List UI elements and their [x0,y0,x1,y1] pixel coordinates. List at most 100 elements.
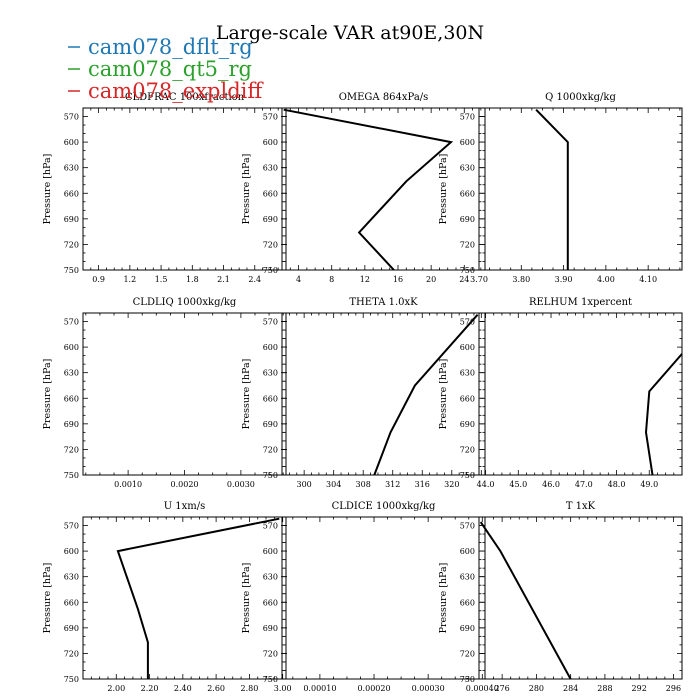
plot-frame [82,516,287,680]
y-tick-label: 750 [263,471,278,480]
y-tick-label: 630 [263,369,278,378]
profile-line [479,521,572,680]
y-tick-label: 690 [263,624,278,633]
y-axis-label: Pressure [hPa] [438,563,449,634]
panel-title: CLDFRAC 100xfraction [125,92,245,103]
panel-9: T 1xK 570 600 630 660 690 720 750 276 280 284 288 29… [438,501,683,693]
y-axis-label: Pressure [hPa] [241,154,252,225]
panel-7: U 1xm/s 570 600 630 660 690 720 750 2.00 2.20 2.40… [42,501,292,693]
y-tick-label: 630 [64,573,79,582]
panel-title: CLDLIQ 1000xkg/kg [133,297,237,308]
x-tick-label: 292 [632,684,647,693]
x-tick-label: 2.40 [174,684,192,693]
y-axis-label: Pressure [hPa] [438,359,449,430]
y-tick-label: 720 [263,445,278,454]
y-tick-label: 630 [263,164,278,173]
y-tick-label: 720 [263,240,278,249]
plot-frame [82,312,287,476]
x-tick-label: 45.0 [509,480,527,489]
y-tick-label: 660 [460,189,475,198]
x-tick-label: 288 [597,684,612,693]
y-tick-label: 630 [460,369,475,378]
x-tick-label: 3.80 [512,275,530,284]
x-tick-label: 24 [459,275,469,284]
y-axis-label: Pressure [hPa] [241,359,252,430]
y-tick-label: 750 [64,266,79,275]
y-tick-label: 720 [64,240,79,249]
profile-line [644,353,683,476]
y-tick-label: 750 [64,675,79,684]
y-axis-label: Pressure [hPa] [42,563,53,634]
y-tick-label: 720 [263,649,278,658]
y-tick-label: 720 [460,240,475,249]
panel-2: OMEGA 864xPa/s 570 600 630 660 690 720 750 4 8 12 1… [241,92,486,284]
y-tick-label: 690 [64,420,79,429]
plot-frame [82,107,287,271]
y-tick-label: 570 [263,113,278,122]
x-tick-label: 44.0 [477,480,495,489]
y-tick-label: 570 [460,113,475,122]
profile-line [283,108,454,271]
x-tick-label: 20 [426,275,436,284]
x-tick-label: 296 [666,684,681,693]
x-tick-label: 2.20 [141,684,159,693]
y-tick-label: 690 [460,215,475,224]
y-tick-label: 600 [460,343,475,352]
x-tick-label: 2.00 [107,684,125,693]
x-tick-label: 8 [329,275,334,284]
plot-frame [281,312,486,476]
x-tick-label: 46.0 [542,480,560,489]
x-tick-label: 12 [360,275,370,284]
x-tick-label: 3.00 [274,684,292,693]
x-tick-label: 280 [529,684,544,693]
y-tick-label: 600 [64,547,79,556]
x-tick-label: 49.0 [640,480,658,489]
y-tick-label: 690 [263,420,278,429]
y-tick-label: 690 [263,215,278,224]
profile-line [535,109,569,270]
x-tick-label: 4.10 [639,275,657,284]
y-tick-label: 660 [64,598,79,607]
y-tick-label: 570 [263,318,278,327]
x-tick-label: 0.00030 [412,684,445,693]
y-tick-label: 660 [263,598,278,607]
y-tick-label: 690 [64,215,79,224]
x-tick-label: 276 [494,684,509,693]
y-tick-label: 720 [64,649,79,658]
y-tick-label: 720 [460,649,475,658]
y-tick-label: 570 [64,113,79,122]
y-tick-label: 600 [460,138,475,147]
x-tick-label: 4.00 [597,275,615,284]
y-tick-label: 630 [64,164,79,173]
legend-label: cam078_dflt_rg [88,35,253,59]
y-tick-label: 630 [64,369,79,378]
y-tick-label: 600 [460,547,475,556]
y-tick-label: 570 [64,318,79,327]
y-tick-label: 720 [460,445,475,454]
y-tick-label: 600 [64,343,79,352]
y-tick-label: 570 [263,522,278,531]
y-tick-label: 750 [263,266,278,275]
profile-line [116,517,280,679]
y-tick-label: 690 [460,420,475,429]
x-tick-label: 300 [297,480,312,489]
panels: CLDFRAC 100xfraction 570 600 630 660 690 720 75… [42,92,683,693]
legend-label: cam078_expldiff [88,79,264,103]
plot-frame [478,516,683,680]
x-tick-label: 0.00010 [303,684,336,693]
panel-4: CLDLIQ 1000xkg/kg 570 600 630 660 690 720 750 0.… [42,297,287,489]
y-axis-label: Pressure [hPa] [241,563,252,634]
y-tick-label: 630 [460,573,475,582]
y-axis-label: Pressure [hPa] [42,359,53,430]
y-tick-label: 600 [263,343,278,352]
y-tick-label: 600 [263,547,278,556]
figure-title: Large-scale VAR at90E,30N [216,22,484,44]
x-tick-label: 316 [415,480,430,489]
y-tick-label: 630 [460,164,475,173]
y-tick-label: 750 [460,675,475,684]
y-tick-label: 630 [263,573,278,582]
x-tick-label: 3.90 [555,275,573,284]
x-tick-label: 304 [326,480,341,489]
y-tick-label: 720 [64,445,79,454]
